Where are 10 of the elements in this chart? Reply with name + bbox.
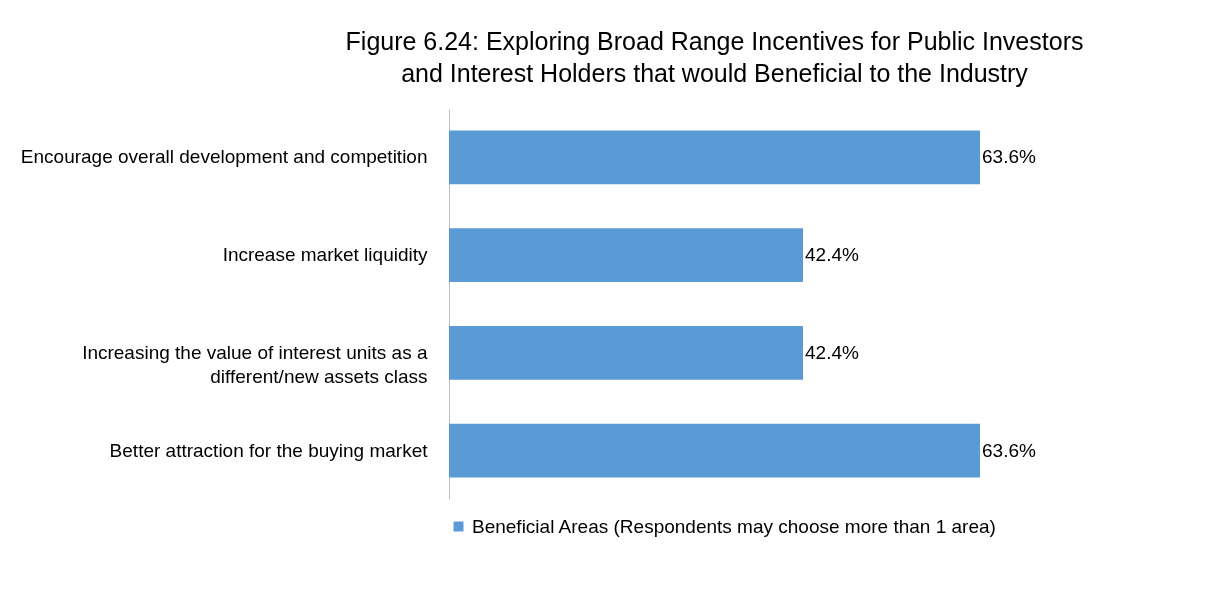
y-tick-label: Increase market liquidity	[222, 244, 428, 266]
chart-title: Figure 6.24: Exploring Broad Range Incentives for Public Investors and Interest Holders that would Beneficial to the Industry	[345, 27, 1084, 87]
y-tick-label: Encourage overall development and competition	[20, 146, 428, 168]
data-label: 63.6%	[982, 439, 1036, 461]
y-tick-label: Increasing the value of interest units as a different/new assets class	[82, 341, 428, 387]
y-tick-label: Better attraction for the buying market	[109, 439, 429, 461]
data-label: 63.6%	[982, 146, 1036, 168]
data-label: 42.4%	[805, 244, 859, 266]
data-label: 42.4%	[805, 341, 859, 363]
legend-label: Beneficial Areas (Respondents may choose more than 1 area)	[472, 515, 996, 537]
